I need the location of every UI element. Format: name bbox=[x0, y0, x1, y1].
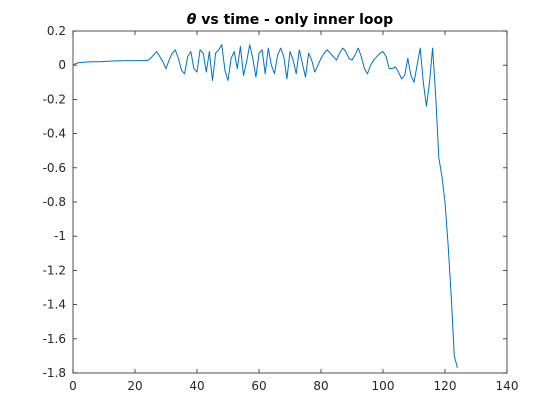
x-axis-ticks: 0 20 40 60 80 100 120 140 bbox=[69, 31, 518, 393]
x-tick-label: 20 bbox=[127, 379, 142, 393]
x-tick-label: 0 bbox=[69, 379, 77, 393]
chart-title: θ vs time - only inner loop bbox=[187, 12, 393, 28]
y-tick-label: -1.6 bbox=[43, 332, 66, 346]
y-tick-label: -1 bbox=[54, 229, 66, 243]
theta-series-line bbox=[72, 44, 458, 368]
y-tick-label: -0.6 bbox=[43, 161, 66, 175]
y-tick-label: 0.2 bbox=[47, 24, 66, 38]
y-tick-label: -1.2 bbox=[43, 263, 66, 277]
y-tick-label: -0.2 bbox=[43, 92, 66, 106]
y-tick-label: 0 bbox=[58, 58, 66, 72]
series-layer bbox=[72, 44, 458, 368]
x-tick-label: 40 bbox=[189, 379, 204, 393]
y-tick-label: -1.8 bbox=[43, 366, 66, 380]
y-tick-label: -0.4 bbox=[43, 127, 66, 141]
y-tick-label: -1.4 bbox=[43, 298, 66, 312]
x-tick-label: 120 bbox=[434, 379, 457, 393]
y-tick-label: -0.8 bbox=[43, 195, 66, 209]
title-text: vs time - only inner loop bbox=[196, 12, 393, 28]
x-tick-label: 80 bbox=[313, 379, 328, 393]
x-tick-label: 100 bbox=[372, 379, 395, 393]
x-tick-label: 60 bbox=[251, 379, 266, 393]
y-axis-ticks: 0.2 0 -0.2 -0.4 -0.6 -0.8 -1 -1.2 -1.4 -1.6 -1.8 bbox=[43, 24, 507, 380]
title-theta: θ bbox=[187, 12, 197, 28]
x-tick-label: 140 bbox=[496, 379, 519, 393]
